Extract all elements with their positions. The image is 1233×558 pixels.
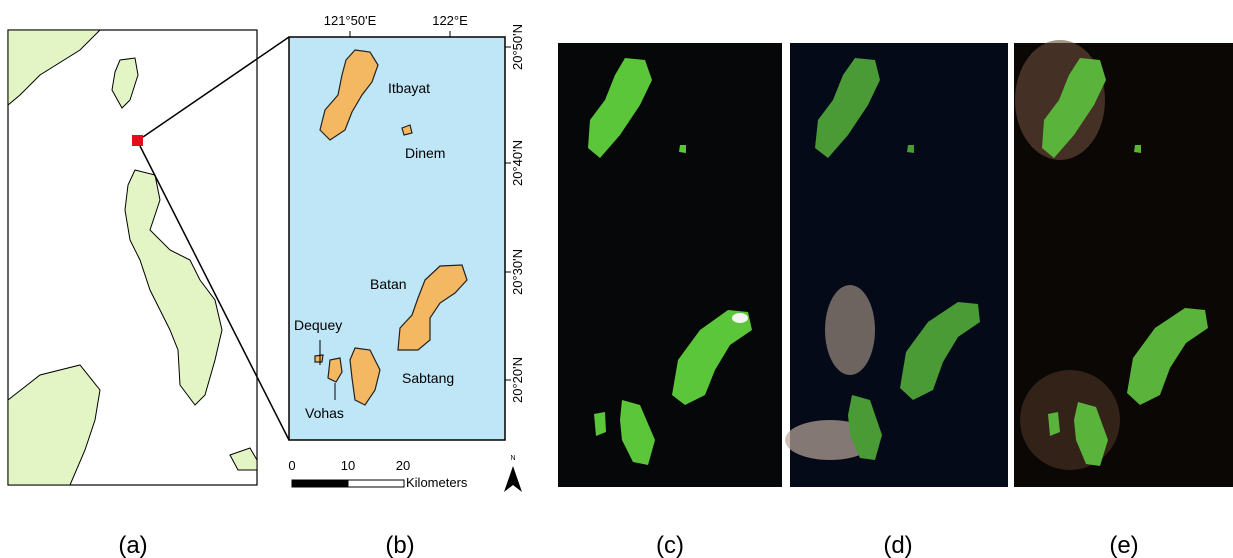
y-tick-label: 20°50'N bbox=[510, 24, 525, 70]
x-tick-label: 122°E bbox=[432, 13, 468, 28]
island-label: Vohas bbox=[305, 405, 344, 421]
satellite-image bbox=[1014, 40, 1233, 487]
island bbox=[679, 145, 686, 153]
panel-a-map bbox=[8, 30, 289, 485]
panel-b-map: Itbayat Dinem Batan Dequey Sabtang Vohas… bbox=[288, 13, 525, 492]
cloud bbox=[732, 313, 748, 323]
y-tick-label: 20°30'N bbox=[510, 249, 525, 295]
scale-label: 10 bbox=[341, 458, 355, 473]
figure: Itbayat Dinem Batan Dequey Sabtang Vohas… bbox=[0, 0, 1233, 558]
island bbox=[1134, 145, 1141, 153]
study-area-marker bbox=[132, 135, 143, 146]
x-tick-label: 121°50'E bbox=[324, 13, 377, 28]
island-label: Itbayat bbox=[388, 80, 430, 96]
scale-label: 20 bbox=[396, 458, 410, 473]
y-tick-label: 20°20'N bbox=[510, 357, 525, 403]
panel-label: (e) bbox=[1109, 532, 1138, 558]
island bbox=[907, 145, 914, 153]
island-label: Batan bbox=[370, 276, 407, 292]
scale-bar bbox=[292, 480, 348, 487]
cloud bbox=[1020, 370, 1120, 470]
island bbox=[594, 412, 606, 436]
panel-label: (b) bbox=[385, 532, 414, 558]
scale-unit: Kilometers bbox=[406, 475, 468, 490]
panel-label: (d) bbox=[883, 532, 912, 558]
north-arrow bbox=[504, 466, 522, 492]
scale-label: 0 bbox=[288, 458, 295, 473]
island-label: Sabtang bbox=[402, 370, 454, 386]
island-label: Dinem bbox=[405, 145, 445, 161]
satellite-image bbox=[785, 43, 1008, 487]
island bbox=[1048, 412, 1060, 436]
satellite-image bbox=[558, 43, 782, 487]
cloud bbox=[825, 285, 875, 375]
island bbox=[315, 355, 323, 362]
image-background bbox=[558, 43, 782, 487]
north-label: N bbox=[510, 455, 515, 462]
map-frame bbox=[289, 37, 505, 440]
y-tick-label: 20°40'N bbox=[510, 140, 525, 186]
island-label: Dequey bbox=[294, 317, 342, 333]
panel-label: (a) bbox=[118, 532, 147, 558]
scale-bar bbox=[348, 480, 404, 487]
panel-label: (c) bbox=[656, 532, 684, 558]
